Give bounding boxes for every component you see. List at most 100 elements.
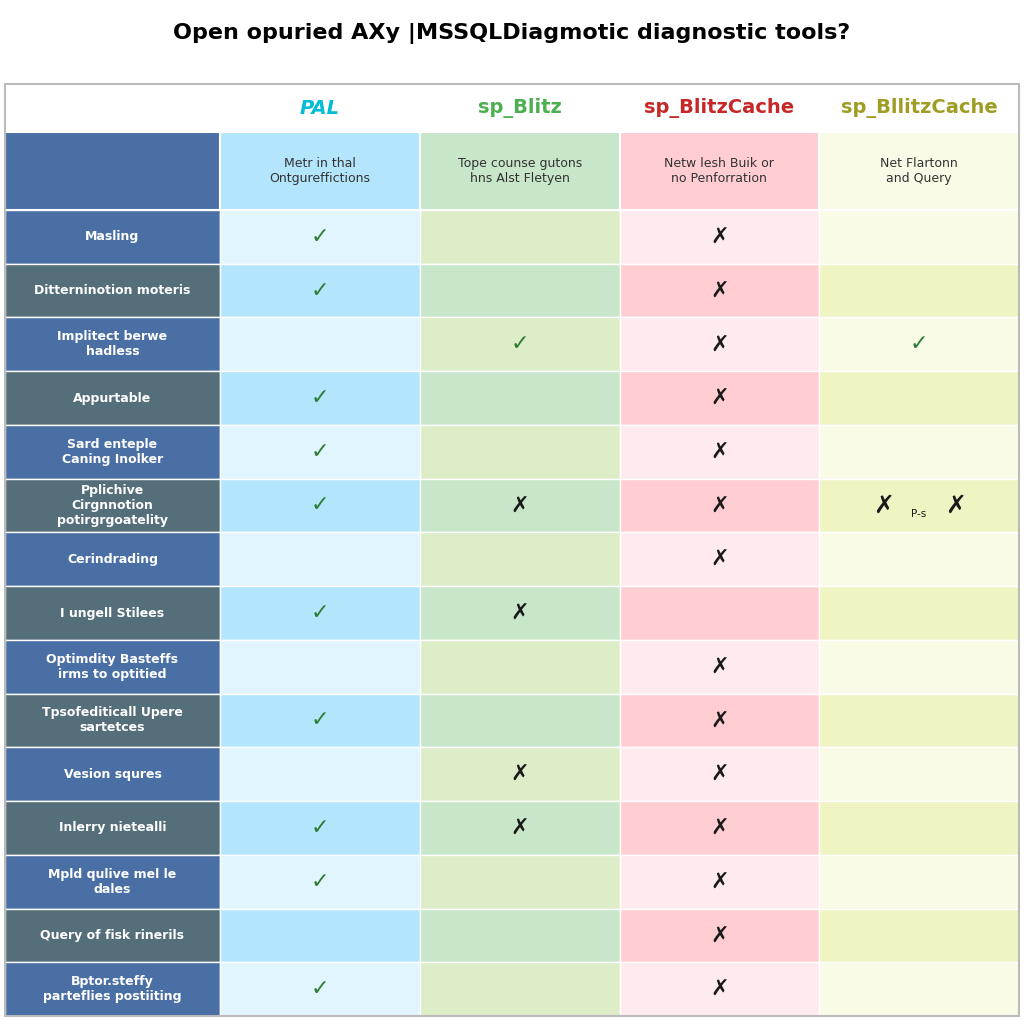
Text: ✓: ✓ (310, 979, 329, 999)
Bar (620, 908, 819, 963)
Text: ✗: ✗ (710, 441, 729, 462)
Text: ✓: ✓ (310, 388, 329, 409)
Bar (420, 425, 620, 478)
Bar (220, 425, 420, 478)
Bar (5, 855, 220, 908)
Bar (819, 372, 1019, 425)
Text: ✗: ✗ (510, 496, 529, 515)
Bar (5, 693, 220, 748)
Bar (420, 132, 620, 210)
Text: ✗: ✗ (710, 711, 729, 730)
Bar (5, 801, 220, 855)
Text: ✓: ✓ (909, 334, 929, 354)
Text: Masling: Masling (85, 230, 139, 244)
Text: Metr in thal
Ontgureffictions: Metr in thal Ontgureffictions (269, 157, 371, 185)
Bar (819, 264, 1019, 317)
Bar (420, 478, 620, 532)
Bar (420, 908, 620, 963)
Bar (5, 532, 220, 586)
Bar (220, 908, 420, 963)
Bar (819, 586, 1019, 640)
Bar (819, 478, 1019, 532)
Bar (620, 264, 819, 317)
Bar (420, 855, 620, 908)
Text: Net Flartonn
and Query: Net Flartonn and Query (881, 157, 958, 185)
Text: Sard enteple
Caning Inolker: Sard enteple Caning Inolker (61, 438, 163, 466)
Text: ✗: ✗ (872, 494, 894, 517)
Bar (819, 908, 1019, 963)
Bar (620, 855, 819, 908)
Text: Vesion squres: Vesion squres (63, 768, 162, 780)
Text: ✗: ✗ (710, 549, 729, 569)
Text: ✓: ✓ (310, 711, 329, 730)
Bar (420, 640, 620, 693)
Text: ✗: ✗ (710, 496, 729, 515)
Text: ✗: ✗ (710, 281, 729, 301)
Bar (819, 963, 1019, 1016)
Bar (420, 801, 620, 855)
Bar (5, 640, 220, 693)
Bar (819, 210, 1019, 264)
Bar (5, 963, 220, 1016)
Text: PAL: PAL (300, 98, 340, 118)
Text: ✓: ✓ (310, 227, 329, 247)
Text: ✗: ✗ (710, 818, 729, 838)
Text: I ungell Stilees: I ungell Stilees (60, 606, 165, 620)
Bar (620, 801, 819, 855)
Bar (620, 210, 819, 264)
Text: Inlerry nietealli: Inlerry nietealli (58, 821, 166, 835)
Text: ✓: ✓ (310, 818, 329, 838)
Bar (5, 908, 220, 963)
Text: ✗: ✗ (710, 871, 729, 892)
Text: ✗: ✗ (710, 656, 729, 677)
Bar (620, 748, 819, 801)
Bar (220, 372, 420, 425)
Text: Tope counse gutons
hns Alst Fletyen: Tope counse gutons hns Alst Fletyen (458, 157, 582, 185)
Text: ✓: ✓ (310, 281, 329, 301)
Bar (220, 855, 420, 908)
Text: Netw lesh Buik or
no Penforration: Netw lesh Buik or no Penforration (665, 157, 774, 185)
Bar (220, 210, 420, 264)
Text: Cerindrading: Cerindrading (67, 553, 158, 566)
Bar (819, 640, 1019, 693)
Text: sp_Blitz: sp_Blitz (478, 98, 561, 118)
Bar (5, 748, 220, 801)
Bar (420, 532, 620, 586)
Bar (5, 478, 220, 532)
Bar (220, 693, 420, 748)
Text: Implitect berwe
hadless: Implitect berwe hadless (57, 331, 168, 358)
Bar (420, 210, 620, 264)
Text: ✗: ✗ (510, 603, 529, 623)
Bar (5, 210, 220, 264)
Text: ✗: ✗ (710, 227, 729, 247)
Text: ✗: ✗ (710, 388, 729, 409)
Text: Ditterninotion moteris: Ditterninotion moteris (35, 284, 190, 297)
Bar (5, 132, 220, 210)
Text: ✓: ✓ (510, 334, 529, 354)
Bar (620, 640, 819, 693)
Bar (620, 425, 819, 478)
Bar (620, 317, 819, 372)
Bar (620, 532, 819, 586)
Text: Appurtable: Appurtable (74, 391, 152, 404)
Text: sp_BlitzCache: sp_BlitzCache (644, 98, 795, 118)
Bar (819, 801, 1019, 855)
Bar (220, 963, 420, 1016)
Bar (819, 855, 1019, 908)
Bar (420, 586, 620, 640)
Bar (420, 372, 620, 425)
Text: ✓: ✓ (310, 871, 329, 892)
Bar (620, 478, 819, 532)
Text: sp_BllitzCache: sp_BllitzCache (841, 98, 997, 118)
Bar (620, 372, 819, 425)
Text: ✗: ✗ (510, 818, 529, 838)
Bar (220, 532, 420, 586)
Bar (220, 801, 420, 855)
Bar (819, 132, 1019, 210)
Text: Bptor.steffy
parteflies postiiting: Bptor.steffy parteflies postiiting (43, 975, 181, 1004)
Bar (420, 264, 620, 317)
Text: Open opuried AXy |MSSQLDiagmotic diagnostic tools?: Open opuried AXy |MSSQLDiagmotic diagnos… (173, 24, 851, 44)
Bar (220, 132, 420, 210)
Bar (5, 264, 220, 317)
Text: P-s: P-s (911, 509, 927, 518)
